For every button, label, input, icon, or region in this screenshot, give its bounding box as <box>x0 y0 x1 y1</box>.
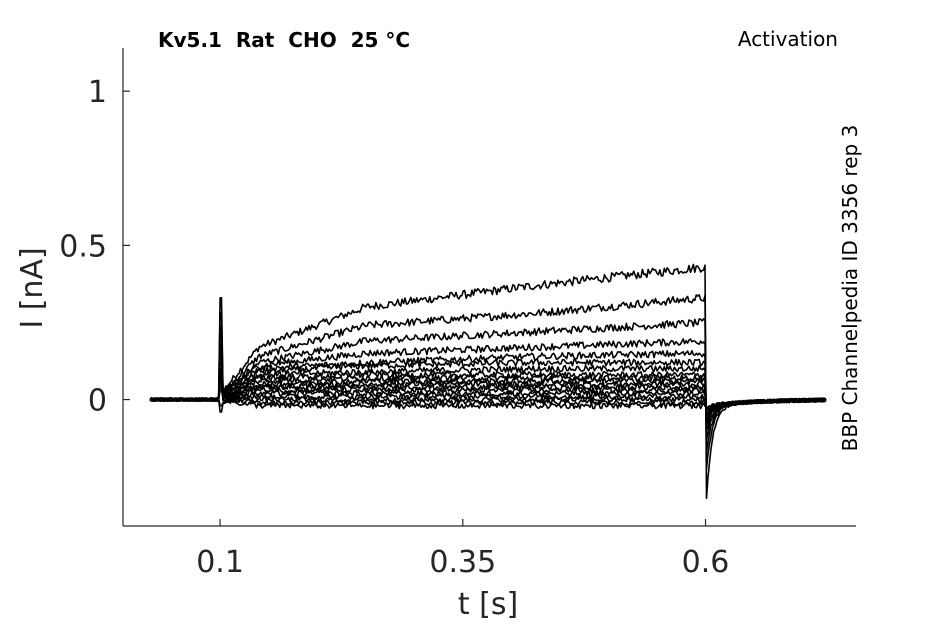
series-line <box>149 294 827 470</box>
series-line <box>149 318 827 453</box>
y-tick-label: 1 <box>88 75 107 110</box>
x-tick-label: 0.35 <box>429 545 496 580</box>
axes <box>122 48 856 527</box>
series-line <box>149 397 826 413</box>
series-line <box>149 263 827 500</box>
x-axis-label: t [s] <box>458 587 518 622</box>
y-tick-label: 0.5 <box>59 229 107 264</box>
series-line <box>149 343 827 432</box>
chart-title: Kv5.1 Rat CHO 25 °C <box>158 28 411 52</box>
y-tick-label: 0 <box>88 384 107 419</box>
dataset-id-label: BBP Channelpedia ID 3356 rep 3 <box>838 125 862 452</box>
y-axis-label: I [nA] <box>15 247 50 328</box>
current-traces <box>149 263 827 500</box>
protocol-label: Activation <box>737 27 838 51</box>
x-tick-label: 0.1 <box>196 545 244 580</box>
series-line <box>149 386 827 412</box>
x-tick-label: 0.6 <box>682 545 730 580</box>
tick-labels: 0 0.5 1 0.1 0.35 0.6 <box>59 75 729 580</box>
series-line <box>149 370 827 418</box>
